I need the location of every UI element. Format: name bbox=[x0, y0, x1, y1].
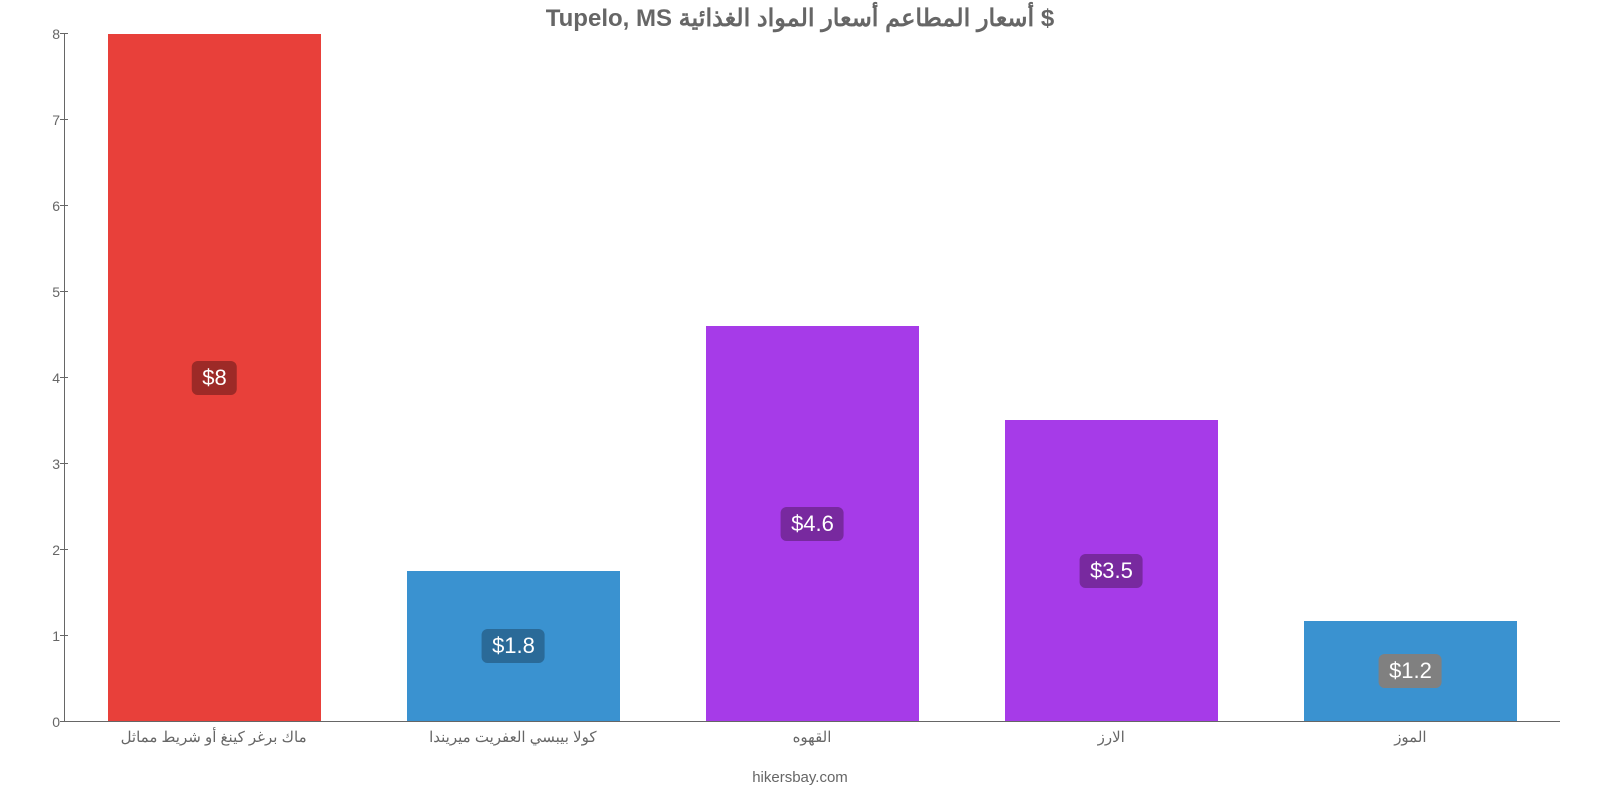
y-axis: 012345678 bbox=[40, 34, 64, 722]
y-tick-label: 6 bbox=[52, 198, 60, 214]
bar: $4.6 bbox=[706, 326, 918, 721]
bar-value-label: $1.8 bbox=[482, 629, 545, 663]
credit-text: hikersbay.com bbox=[0, 769, 1600, 786]
bar: $8 bbox=[108, 34, 320, 721]
x-axis-labels: ماك برغر كينغ أو شريط مماثل كولا بيبسي ال… bbox=[64, 728, 1560, 752]
x-tick-label: الارز bbox=[1098, 728, 1125, 746]
x-tick-label: القهوه bbox=[793, 728, 832, 746]
x-tick-label: كولا بيبسي العفريت ميريندا bbox=[429, 728, 596, 746]
y-tick-label: 2 bbox=[52, 542, 60, 558]
chart-title: $ أسعار المطاعم أسعار المواد الغذائية Tu… bbox=[0, 0, 1600, 33]
bar-value-label: $1.2 bbox=[1379, 654, 1442, 688]
bar: $1.2 bbox=[1304, 621, 1516, 721]
bar-value-label: $8 bbox=[192, 361, 236, 395]
y-tick-label: 8 bbox=[52, 26, 60, 42]
y-tick-label: 0 bbox=[52, 714, 60, 730]
bars-layer: $8 $1.8 $4.6 $3.5 $1.2 bbox=[65, 34, 1560, 721]
plot-area: $8 $1.8 $4.6 $3.5 $1.2 bbox=[64, 34, 1560, 722]
bar: $1.8 bbox=[407, 571, 619, 721]
x-tick-label: الموز bbox=[1394, 728, 1426, 746]
y-tick-label: 4 bbox=[52, 370, 60, 386]
y-tick-label: 7 bbox=[52, 112, 60, 128]
bar-value-label: $4.6 bbox=[781, 507, 844, 541]
x-tick-label: ماك برغر كينغ أو شريط مماثل bbox=[121, 728, 307, 746]
bar: $3.5 bbox=[1005, 420, 1217, 721]
y-tick-label: 1 bbox=[52, 628, 60, 644]
y-tick-label: 5 bbox=[52, 284, 60, 300]
chart-area: 012345678 $8$1.8$4.6$3.5$1.2 bbox=[40, 34, 1560, 722]
bar-value-label: $3.5 bbox=[1080, 554, 1143, 588]
y-tick-label: 3 bbox=[52, 456, 60, 472]
